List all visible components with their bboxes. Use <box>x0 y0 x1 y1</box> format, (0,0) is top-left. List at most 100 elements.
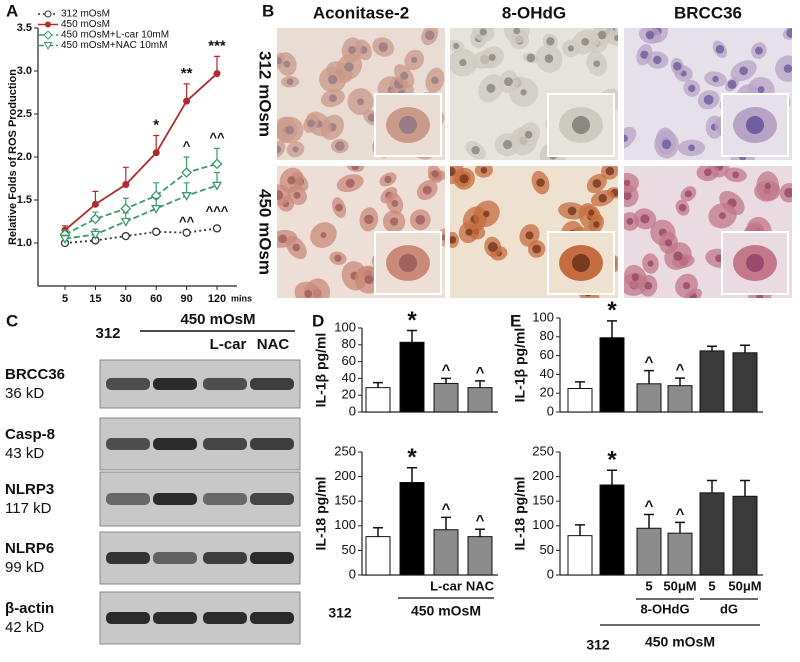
bar <box>467 536 493 576</box>
nucleus <box>335 203 343 212</box>
nucleus <box>597 30 607 40</box>
y-axis-label: IL-1β pg/ml <box>512 328 528 403</box>
nucleus <box>581 37 590 46</box>
error-bar <box>407 466 417 483</box>
y-tick-label: 80 <box>342 336 356 351</box>
stain-image <box>277 166 445 298</box>
nucleus <box>465 228 473 236</box>
nucleus <box>645 30 655 40</box>
band <box>106 378 150 390</box>
stain-image <box>450 166 618 298</box>
nucleus <box>732 171 740 179</box>
panel-letter: C <box>6 311 18 330</box>
marker <box>151 204 162 214</box>
bar <box>599 337 625 413</box>
y-tick-label: 40 <box>342 370 356 385</box>
band <box>203 612 247 624</box>
bar <box>699 492 725 576</box>
nucleus <box>320 232 327 239</box>
y-tick-label: 2.0 <box>17 151 32 163</box>
nucleus <box>287 176 296 185</box>
annotation: ^ <box>476 512 485 529</box>
y-tick-label: 200 <box>532 468 554 483</box>
nucleus <box>391 200 399 207</box>
band <box>250 438 294 450</box>
y-tick-label: 20 <box>540 385 554 400</box>
bar <box>567 535 593 576</box>
nucleus <box>450 166 456 177</box>
annotation: ^^ <box>179 214 195 229</box>
band <box>153 552 197 564</box>
annotation: * <box>153 116 159 133</box>
nucleus <box>400 71 409 80</box>
nucleus <box>525 231 534 240</box>
nucleus <box>357 98 364 105</box>
annotation: ^ <box>476 364 485 381</box>
protein-size: 42 kD <box>5 619 44 636</box>
y-tick-label: 80 <box>540 328 554 343</box>
band <box>250 612 294 624</box>
y-tick-label: 250 <box>334 443 356 458</box>
nucleus <box>783 64 792 73</box>
x-tick-label: 30 <box>120 293 132 305</box>
nucleus <box>715 254 723 263</box>
y-tick-label: 0 <box>349 566 356 581</box>
nucleus <box>719 212 726 220</box>
x-tick-label: 120 <box>208 293 226 305</box>
y-tick-label: 150 <box>334 493 356 508</box>
error-bar <box>675 377 685 386</box>
panel-letter: A <box>6 1 18 20</box>
error-bar <box>373 527 383 537</box>
error-bar <box>644 513 654 529</box>
stain-image <box>277 28 445 160</box>
y-tick-label: 150 <box>532 493 554 508</box>
inset-nucleus <box>572 254 590 272</box>
nucleus <box>351 166 360 171</box>
error-bar <box>373 381 383 388</box>
protein-name: β-actin <box>5 600 54 617</box>
nucleus <box>647 260 654 267</box>
inset-nucleus <box>572 116 590 134</box>
marker <box>122 181 130 189</box>
nucleus <box>431 76 439 85</box>
panel-letter: B <box>262 1 274 20</box>
y-tick-label: 100 <box>532 517 554 532</box>
group-label: 450 mOsM <box>180 311 255 328</box>
x-tick-label: 312 <box>586 637 610 653</box>
protein-name: BRCC36 <box>5 366 65 383</box>
nucleus <box>327 75 338 85</box>
nucleus <box>307 119 315 128</box>
nucleus <box>727 79 737 89</box>
nucleus <box>653 55 662 65</box>
panel-letter: D <box>312 311 324 330</box>
error-bar <box>707 345 717 351</box>
bar <box>667 385 693 413</box>
nucleus <box>754 46 763 55</box>
inset-nucleus <box>746 116 764 134</box>
marker <box>120 217 131 227</box>
band <box>203 552 247 564</box>
bar <box>732 495 758 576</box>
annotation: * <box>407 307 417 334</box>
x-tick-label: 5 <box>645 578 652 593</box>
y-tick-label: 40 <box>540 366 554 381</box>
nucleus <box>277 57 283 65</box>
nucleus <box>292 146 299 153</box>
nucleus <box>624 179 631 187</box>
marker <box>213 70 221 78</box>
marker <box>91 200 99 208</box>
stain-image <box>450 28 618 160</box>
bar <box>732 352 758 413</box>
bar <box>599 484 625 576</box>
protein-size: 43 kD <box>5 445 44 462</box>
stain-image <box>624 28 792 160</box>
x-tick-label: 60 <box>150 293 162 305</box>
nucleus <box>364 214 374 225</box>
stain-image <box>624 166 792 298</box>
nucleus <box>703 94 714 105</box>
subgroup-label: 8-OHdG <box>640 601 689 616</box>
nucleus <box>682 282 691 290</box>
nucleus <box>715 45 725 54</box>
bar <box>365 387 391 413</box>
